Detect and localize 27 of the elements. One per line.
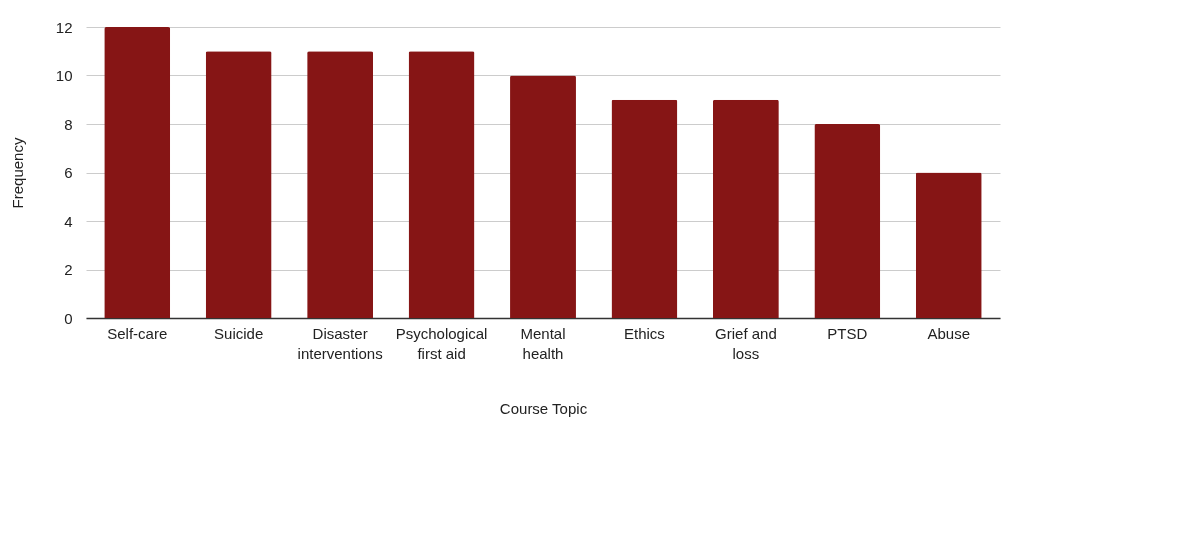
y-tick-label: 0 xyxy=(64,309,73,327)
x-tick-label: Psychological first aid xyxy=(395,324,488,362)
y-tick-label: 12 xyxy=(55,18,73,36)
y-tick-label: 4 xyxy=(64,212,73,230)
y-tick-label: 6 xyxy=(64,164,73,181)
y-tick-label: 8 xyxy=(64,115,73,133)
y-axis-title: Frequency xyxy=(8,137,26,209)
x-tick-label: Grief and loss xyxy=(715,324,777,362)
x-tick-label: Disaster interventions xyxy=(297,324,383,362)
x-tick-label: Mental health xyxy=(520,324,566,362)
y-tick-label: 2 xyxy=(64,261,73,278)
bar xyxy=(915,172,982,318)
x-axis-title: Course Topic xyxy=(499,399,588,417)
bar xyxy=(307,51,374,318)
bar xyxy=(104,27,171,318)
x-tick-label: Abuse xyxy=(927,324,971,342)
x-tick-label: Ethics xyxy=(624,324,665,342)
x-tick-label: Suicide xyxy=(214,324,264,342)
bar xyxy=(611,99,678,318)
bar xyxy=(205,51,272,318)
bar xyxy=(408,51,475,318)
bar xyxy=(510,75,576,318)
bar xyxy=(814,124,881,318)
bar xyxy=(712,99,779,318)
x-tick-label: PTSD xyxy=(827,324,868,342)
y-tick-label: 10 xyxy=(55,67,73,84)
x-tick-label: Self-care xyxy=(107,324,168,342)
